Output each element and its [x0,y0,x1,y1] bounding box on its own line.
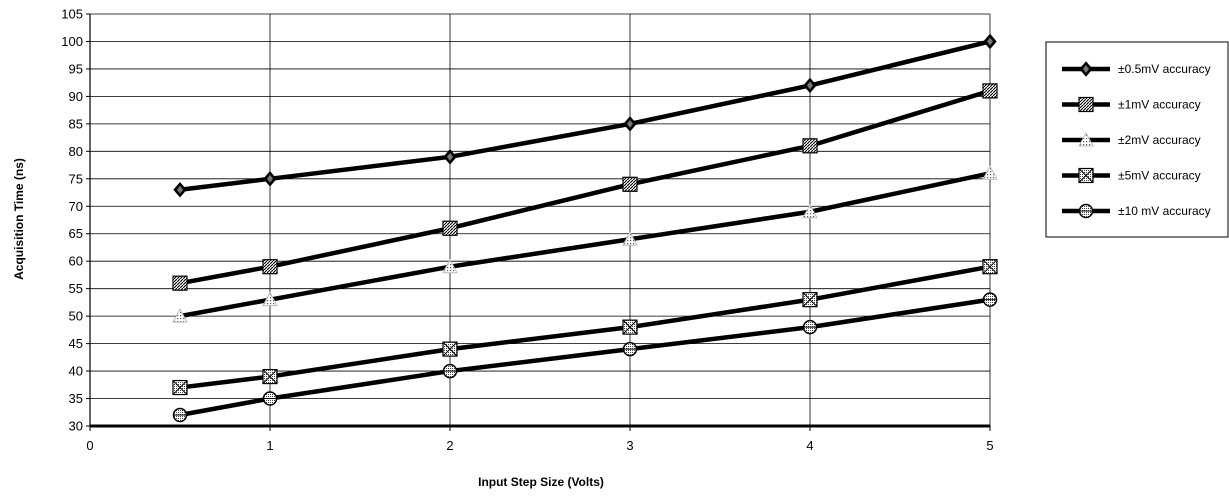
hatched-square-icon [1078,96,1094,113]
data-point-2-5 [802,138,818,154]
legend-label: ±0.5mV accuracy [1118,62,1211,76]
data-point-3-4 [622,231,638,246]
legend-item: ±0.5mV accuracy [1062,61,1211,77]
data-point-5-3 [442,363,458,379]
series-line-5 [179,297,991,418]
y-tick-label: 75 [69,171,83,186]
series-line-1 [179,39,991,193]
x-tick-labels: 0 1 2 3 4 5 [86,438,993,453]
data-point-1-6 [983,33,997,50]
y-tick-label: 40 [69,364,83,379]
diamond-icon [1079,61,1093,77]
legend-entries: ±0.5mV accuracy ±1mV accuracy ±2mV accurac… [1062,61,1211,219]
data-point-4-6 [982,259,998,275]
data-point-3-5 [802,203,818,219]
series-line-4 [179,264,991,390]
y-tick-label: 105 [61,7,83,22]
data-point-2-3 [442,220,458,236]
data-point-1-1 [173,182,187,198]
circle-cross-icon [1078,203,1094,219]
y-tick-labels: 30 35 40 45 50 55 60 65 70 75 80 85 90 95 100 105 [61,7,83,434]
series-line-3 [179,171,991,319]
data-point-5-4 [622,341,638,357]
data-point-4-1 [172,379,188,396]
y-axis-label: Acquisition Time (ns) [12,158,26,280]
x-tick-label: 0 [86,438,93,453]
data-point-4-2 [262,368,278,385]
data-point-4-5 [802,292,818,308]
data-point-5-1 [172,407,188,423]
y-tick-label: 90 [69,89,83,104]
crossed-square-icon [1078,167,1094,184]
legend-label: ±2mV accuracy [1118,133,1201,147]
data-point-1-5 [803,77,817,94]
y-tick-label: 85 [69,116,83,131]
data-point-3-3 [442,258,458,274]
x-tick-label: 2 [446,438,453,453]
data-point-1-4 [623,116,637,132]
series-markers [172,33,998,423]
data-point-3-2 [262,291,278,307]
legend-label: ±1mV accuracy [1118,98,1201,112]
legend-item: ±5mV accuracy [1062,167,1201,184]
x-tick-label: 5 [986,438,993,453]
y-tick-label: 55 [69,281,83,296]
data-point-3-6 [982,165,998,180]
data-point-4-4 [622,319,638,335]
data-point-2-6 [982,83,998,99]
grid-lines [89,13,991,426]
data-point-1-3 [443,149,457,165]
y-tick-label: 70 [69,199,83,214]
legend-item: ±1mV accuracy [1062,96,1201,113]
x-tick-label: 3 [626,438,633,453]
y-tick-label: 50 [69,309,83,324]
y-tick-label: 95 [69,61,83,76]
y-tick-label: 60 [69,254,83,269]
data-point-4-3 [442,341,458,357]
data-point-5-5 [802,319,818,335]
legend: ±0.5mV accuracy ±1mV accuracy ±2mV accurac… [1045,41,1229,238]
legend-label: ±5mV accuracy [1118,169,1201,183]
data-point-2-2 [262,259,278,275]
y-tick-label: 65 [69,226,83,241]
axes [86,13,991,431]
legend-item: ±2mV accuracy [1062,131,1201,147]
dotted-triangle-icon [1078,131,1094,147]
series-lines [179,39,991,418]
data-point-5-6 [982,292,998,307]
y-tick-label: 35 [69,391,83,406]
y-tick-label: 80 [69,144,83,159]
x-axis-label: Input Step Size (Volts) [478,475,604,489]
data-point-2-4 [622,176,638,192]
data-point-1-2 [263,171,277,187]
data-point-2-1 [172,275,188,291]
legend-label: ±10 mV accuracy [1118,204,1211,218]
y-tick-label: 30 [69,419,83,434]
data-point-5-2 [262,391,278,406]
series-line-2 [179,88,991,286]
x-tick-label: 1 [266,438,273,453]
data-point-3-1 [172,308,188,323]
legend-item: ±10 mV accuracy [1062,203,1211,219]
y-tick-label: 45 [69,336,83,351]
x-tick-label: 4 [806,438,813,453]
y-tick-label: 100 [61,34,83,49]
